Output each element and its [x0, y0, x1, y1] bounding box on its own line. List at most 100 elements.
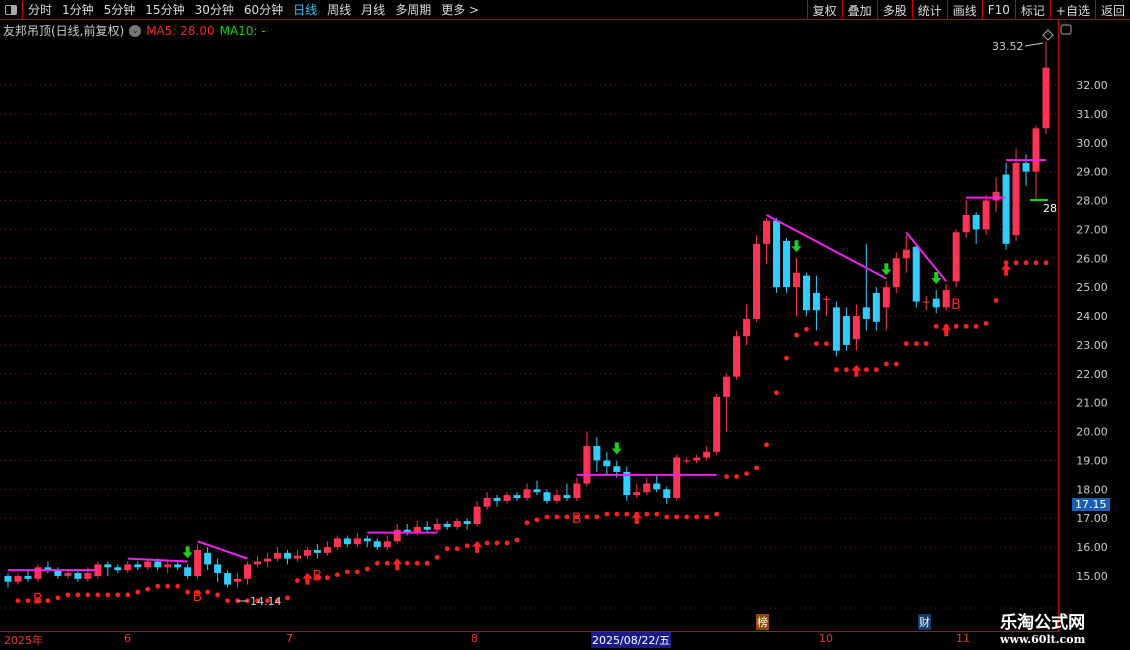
period-tab[interactable]: 1分钟: [62, 3, 94, 17]
period-tab[interactable]: 周线: [327, 3, 352, 17]
resistance-line: [905, 231, 947, 283]
ma-value-label: 28: [1043, 202, 1057, 215]
support-dot: [275, 598, 280, 604]
candle-body: [363, 538, 371, 542]
buy-signal-label: B: [572, 511, 582, 527]
support-dot: [45, 598, 51, 604]
y-tick-label: 32.00: [1076, 79, 1108, 92]
period-tab[interactable]: 30分钟: [194, 3, 234, 17]
tool-button[interactable]: 叠加: [841, 0, 877, 20]
y-tick-label: 30.00: [1076, 137, 1108, 150]
low-price-label: 14.14: [250, 595, 282, 608]
diamond-icon: [1042, 29, 1054, 41]
support-dot: [25, 598, 31, 604]
finance-badge[interactable]: 财: [918, 614, 931, 630]
period-tab[interactable]: 多周期: [395, 3, 432, 17]
candle-body: [1032, 128, 1040, 172]
candle-body: [34, 567, 42, 579]
support-dot: [115, 592, 121, 598]
period-tab[interactable]: 5分钟: [103, 3, 136, 17]
candle-body: [423, 526, 431, 530]
candle-body: [14, 575, 22, 582]
candle-body: [313, 549, 321, 553]
support-dot: [354, 569, 360, 575]
rank-badge[interactable]: 榜: [756, 614, 769, 630]
support-dot: [175, 583, 181, 589]
candle-body: [812, 292, 820, 311]
candle-body: [633, 492, 641, 496]
candle-body: [234, 578, 242, 582]
tool-button[interactable]: +自选: [1049, 0, 1095, 20]
support-dot: [534, 517, 540, 523]
period-tab[interactable]: 更多 >: [441, 3, 480, 17]
up-arrow-icon: [392, 558, 403, 571]
pointer-line: [1024, 42, 1044, 47]
candle-body: [593, 446, 601, 461]
support-dot: [105, 592, 111, 598]
candle-body: [194, 549, 202, 576]
period-tab[interactable]: 日线: [293, 3, 318, 17]
candle-body: [244, 564, 252, 579]
support-dot: [654, 511, 660, 517]
candle-body: [802, 275, 810, 311]
candle-body: [453, 521, 461, 527]
candle-body: [543, 492, 551, 501]
candle-body: [493, 497, 501, 501]
period-tab[interactable]: 15分钟: [145, 3, 185, 17]
support-dot: [464, 543, 470, 549]
support-dot: [993, 297, 999, 303]
candle-body: [743, 318, 751, 337]
candle-body: [563, 495, 571, 498]
tool-button[interactable]: F10: [981, 0, 1015, 20]
candle-body: [573, 483, 581, 498]
period-tab[interactable]: 月线: [361, 3, 386, 17]
y-tick-label: 23.00: [1076, 339, 1108, 352]
y-tick-label: 27.00: [1076, 223, 1108, 236]
support-dot: [784, 355, 789, 361]
tool-button[interactable]: 标记: [1014, 0, 1050, 20]
buy-signal-label: B: [193, 589, 203, 605]
support-dot: [135, 589, 141, 595]
candle-body: [104, 564, 112, 568]
support-dot: [145, 586, 151, 592]
candle-body: [164, 564, 172, 568]
candle-body: [54, 570, 62, 576]
candle-body: [902, 249, 910, 259]
support-dot: [973, 323, 979, 329]
tool-button[interactable]: 多股: [876, 0, 912, 20]
period-tab[interactable]: 分时: [28, 3, 53, 17]
support-dot: [514, 537, 520, 543]
period-tab[interactable]: 60分钟: [243, 3, 284, 17]
layout-toggle-button[interactable]: [0, 0, 23, 20]
chevron-down-icon[interactable]: ⌄: [129, 24, 142, 37]
candle-body: [204, 552, 212, 565]
support-dot: [344, 569, 350, 575]
period-toolbar: 分时 1分钟 5分钟 15分钟 30分钟 60分钟 日线 周线 月线 多周期 更多 > 复权 叠加 多股…: [0, 0, 1130, 20]
candle-body: [932, 298, 940, 308]
tool-button[interactable]: 返回: [1094, 0, 1130, 20]
tool-button[interactable]: 画线: [946, 0, 982, 20]
y-tick-label: 28.00: [1076, 195, 1108, 208]
buy-signal-label: B: [951, 297, 961, 313]
y-tick-label: 15.00: [1076, 570, 1108, 583]
tool-button[interactable]: 复权: [806, 0, 842, 20]
y-tick-label: 20.00: [1076, 426, 1108, 439]
candle-body: [483, 497, 491, 507]
candle-body: [4, 575, 12, 582]
candle-body: [1022, 162, 1030, 172]
candle-body: [822, 298, 830, 300]
down-arrow-icon: [611, 442, 622, 455]
support-dot: [205, 589, 211, 595]
watermark-name: 乐淘公式网: [1000, 613, 1086, 633]
time-label: 7: [286, 632, 293, 645]
support-dot: [434, 555, 440, 560]
up-arrow-icon: [1001, 263, 1012, 276]
y-tick-label: 29.00: [1076, 166, 1108, 179]
support-dot: [524, 520, 530, 526]
support-dot: [85, 592, 91, 598]
candle-body: [323, 547, 331, 553]
support-dot: [913, 341, 919, 347]
tool-button[interactable]: 统计: [911, 0, 947, 20]
support-dot: [953, 323, 959, 329]
